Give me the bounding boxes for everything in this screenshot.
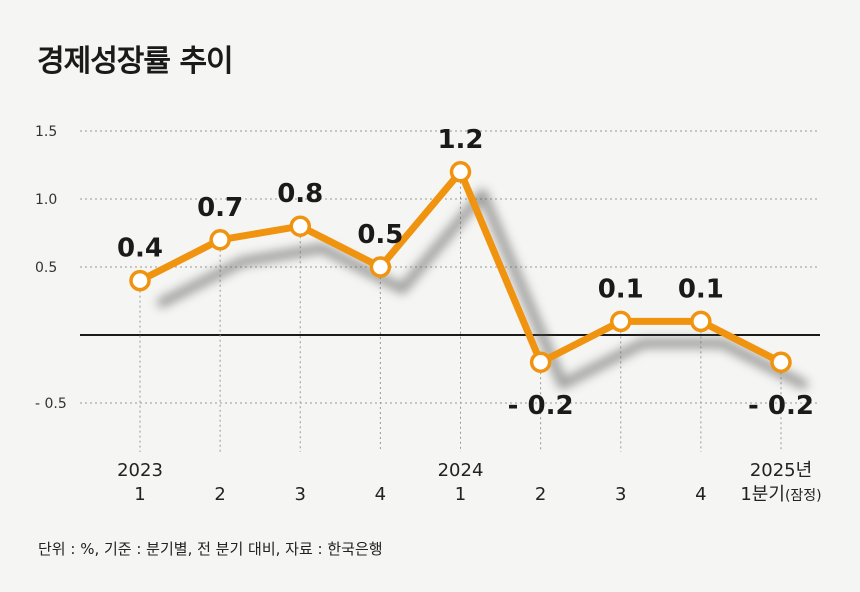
- data-point: [449, 161, 472, 183]
- data-point: [129, 269, 151, 292]
- data-label: 0.7: [197, 193, 243, 223]
- x-quarter-label: 4: [375, 484, 386, 505]
- data-label: 0.8: [277, 179, 323, 209]
- x-quarter-label: 1: [134, 484, 145, 505]
- x-year-label: 2025년: [750, 460, 812, 481]
- x-quarter-label: 2: [535, 484, 546, 505]
- x-quarter-label: 3: [295, 484, 306, 505]
- data-label: 0.4: [117, 234, 163, 264]
- line-shadow: [157, 188, 808, 390]
- chart-title: 경제성장률 추이: [37, 44, 234, 79]
- data-point: [529, 351, 552, 373]
- x-quarter-label: 2: [214, 484, 225, 505]
- y-tick-label: 1.0: [35, 192, 57, 208]
- data-label: - 0.2: [508, 391, 574, 421]
- data-point: [690, 310, 712, 333]
- x-quarter-label: 1분기(잠정): [740, 484, 821, 505]
- source-note: 단위 : %, 기준 : 분기별, 전 분기 대비, 자료 : 한국은행: [38, 540, 383, 558]
- data-label: - 0.2: [748, 391, 814, 421]
- y-tick-label: 1.5: [35, 124, 57, 140]
- data-label: 0.1: [598, 274, 644, 304]
- data-point: [369, 256, 392, 278]
- data-point: [610, 310, 632, 333]
- data-point: [770, 351, 792, 373]
- x-year-label: 2024: [438, 460, 484, 481]
- data-label: 0.1: [678, 274, 724, 304]
- x-quarter-label: 3: [615, 484, 626, 505]
- data-point: [209, 229, 231, 251]
- data-label: 0.5: [357, 220, 403, 250]
- data-point: [289, 215, 311, 237]
- x-quarter-label: 1: [455, 484, 466, 505]
- x-year-label: 2023: [117, 460, 163, 481]
- y-tick-label: 0.5: [35, 260, 57, 276]
- data-label: 1.2: [437, 125, 483, 155]
- x-quarter-label: 4: [695, 484, 706, 505]
- y-tick-label: - 0.5: [35, 396, 67, 412]
